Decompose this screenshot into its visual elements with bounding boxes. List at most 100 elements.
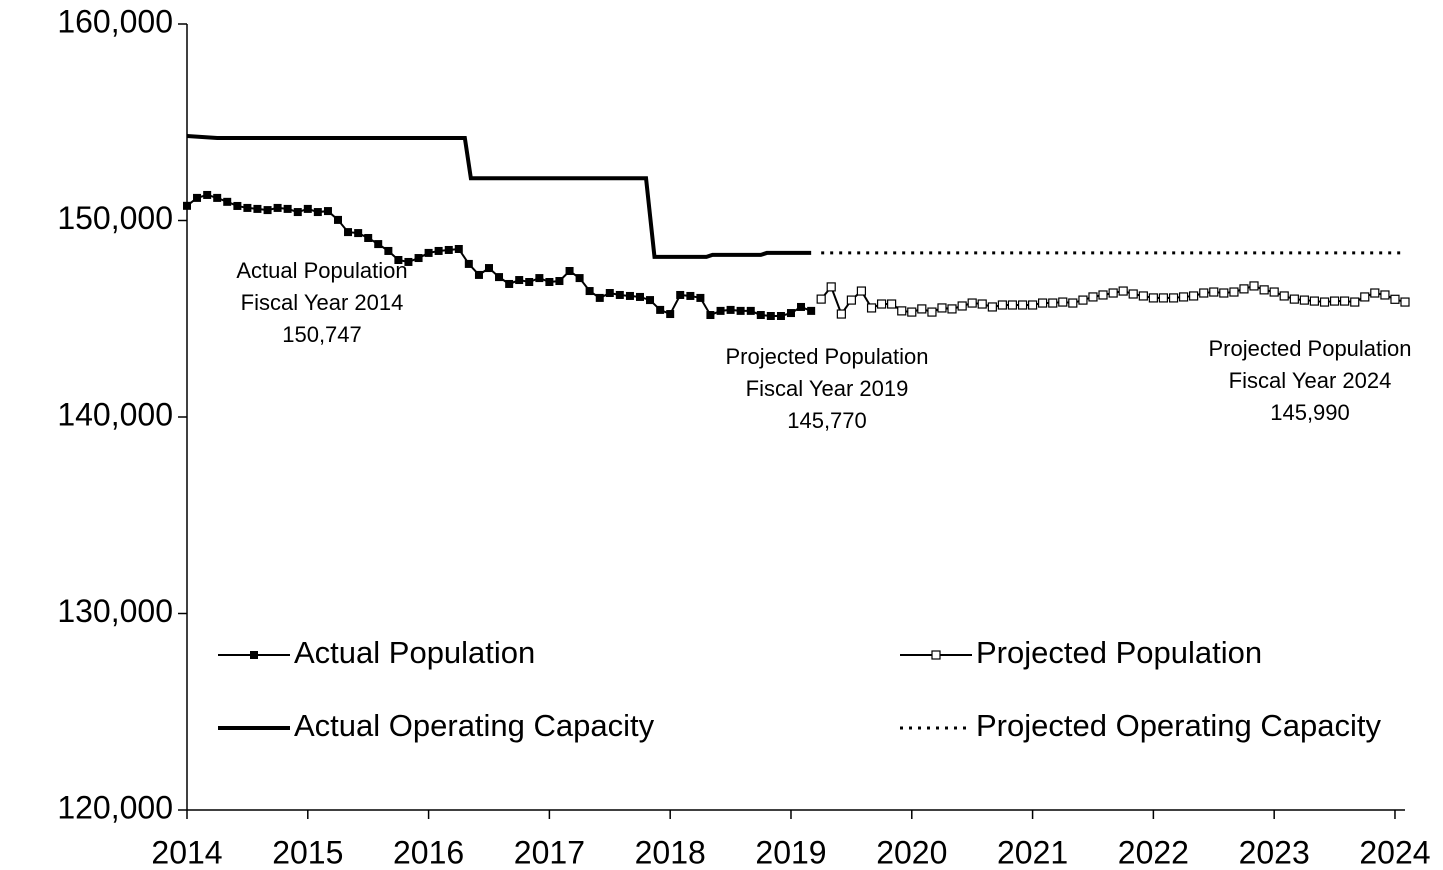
data-point bbox=[434, 246, 443, 255]
data-point bbox=[897, 306, 907, 316]
data-point bbox=[1088, 292, 1098, 302]
data-point bbox=[1027, 300, 1038, 310]
data-point bbox=[213, 193, 222, 202]
legend-marker bbox=[931, 650, 941, 660]
x-tick-label: 2018 bbox=[635, 834, 706, 870]
data-point bbox=[927, 307, 937, 317]
x-tick-label: 2019 bbox=[755, 834, 826, 870]
data-point bbox=[1239, 284, 1249, 294]
data-point bbox=[1259, 285, 1269, 295]
data-point bbox=[605, 289, 614, 298]
data-point bbox=[323, 207, 332, 216]
data-point bbox=[484, 264, 493, 273]
annotation: Fiscal Year 2019 bbox=[746, 376, 909, 401]
data-point bbox=[515, 276, 524, 285]
data-point bbox=[1219, 288, 1229, 298]
data-point bbox=[535, 274, 544, 283]
data-point bbox=[1048, 298, 1058, 308]
data-point bbox=[394, 255, 403, 264]
data-point bbox=[1199, 288, 1209, 298]
data-point bbox=[866, 303, 877, 313]
data-point bbox=[1078, 295, 1088, 305]
data-point bbox=[1279, 291, 1289, 301]
data-point bbox=[746, 306, 755, 315]
x-tick-label: 2022 bbox=[1118, 834, 1189, 870]
data-point bbox=[374, 240, 383, 249]
data-point bbox=[876, 299, 887, 309]
data-point bbox=[1299, 295, 1309, 305]
data-point bbox=[1007, 300, 1018, 310]
legend-label: Actual Operating Capacity bbox=[294, 708, 655, 743]
y-tick-label: 130,000 bbox=[57, 593, 173, 629]
x-tick-label: 2015 bbox=[272, 834, 343, 870]
data-point bbox=[313, 208, 322, 217]
x-tick-label: 2014 bbox=[151, 834, 222, 870]
data-point bbox=[1058, 297, 1068, 307]
data-point bbox=[1128, 289, 1138, 299]
annotation: 145,770 bbox=[787, 408, 867, 433]
annotation: Actual Population bbox=[236, 258, 407, 283]
data-point bbox=[716, 306, 725, 315]
y-tick-label: 140,000 bbox=[57, 396, 173, 432]
data-point bbox=[233, 201, 242, 210]
data-point bbox=[1178, 292, 1189, 302]
data-point bbox=[726, 305, 735, 314]
data-point bbox=[987, 302, 997, 312]
data-point bbox=[333, 215, 342, 224]
data-point bbox=[686, 291, 695, 300]
data-point bbox=[856, 286, 867, 296]
x-tick-label: 2017 bbox=[514, 834, 585, 870]
data-point bbox=[1340, 296, 1350, 306]
x-tick-label: 2016 bbox=[393, 834, 464, 870]
x-tick-label: 2024 bbox=[1359, 834, 1430, 870]
annotation: Projected Population bbox=[725, 344, 928, 369]
data-point bbox=[273, 203, 282, 212]
legend-label: Projected Population bbox=[976, 635, 1262, 670]
data-point bbox=[344, 228, 353, 237]
data-point bbox=[696, 293, 705, 302]
data-point bbox=[797, 302, 806, 311]
data-point bbox=[1017, 300, 1028, 310]
data-point bbox=[183, 201, 191, 210]
data-point bbox=[464, 259, 473, 268]
data-point bbox=[1229, 287, 1239, 297]
data-point bbox=[917, 304, 927, 314]
data-point bbox=[1249, 281, 1259, 291]
data-point bbox=[364, 233, 373, 242]
data-point bbox=[786, 309, 795, 318]
data-point bbox=[1189, 291, 1199, 301]
data-point bbox=[646, 296, 655, 305]
annotation: Fiscal Year 2024 bbox=[1229, 368, 1392, 393]
data-point bbox=[656, 305, 665, 314]
data-point bbox=[565, 267, 574, 276]
data-point bbox=[1370, 288, 1380, 298]
data-point bbox=[1400, 297, 1410, 307]
data-point bbox=[997, 300, 1007, 310]
data-point bbox=[263, 206, 272, 215]
data-point bbox=[1068, 298, 1078, 308]
data-point bbox=[283, 204, 292, 213]
x-tick-label: 2021 bbox=[997, 834, 1068, 870]
data-point bbox=[1269, 287, 1279, 297]
data-point bbox=[1168, 293, 1179, 303]
data-point bbox=[474, 270, 483, 279]
data-point bbox=[1319, 297, 1330, 307]
data-point bbox=[555, 277, 564, 286]
data-point bbox=[424, 248, 433, 257]
data-point bbox=[1038, 298, 1048, 308]
data-point bbox=[414, 254, 423, 263]
annotation: 145,990 bbox=[1270, 400, 1350, 425]
annotation: Projected Population bbox=[1208, 336, 1411, 361]
data-point bbox=[253, 204, 262, 213]
data-point bbox=[595, 293, 604, 302]
data-point bbox=[293, 208, 302, 217]
legend-label: Projected Operating Capacity bbox=[976, 708, 1381, 743]
data-point bbox=[1390, 294, 1400, 304]
data-point bbox=[525, 278, 534, 287]
data-point bbox=[1108, 288, 1118, 298]
data-point bbox=[1309, 296, 1320, 306]
data-point bbox=[736, 306, 745, 315]
data-point bbox=[766, 311, 775, 320]
data-point bbox=[615, 290, 624, 299]
